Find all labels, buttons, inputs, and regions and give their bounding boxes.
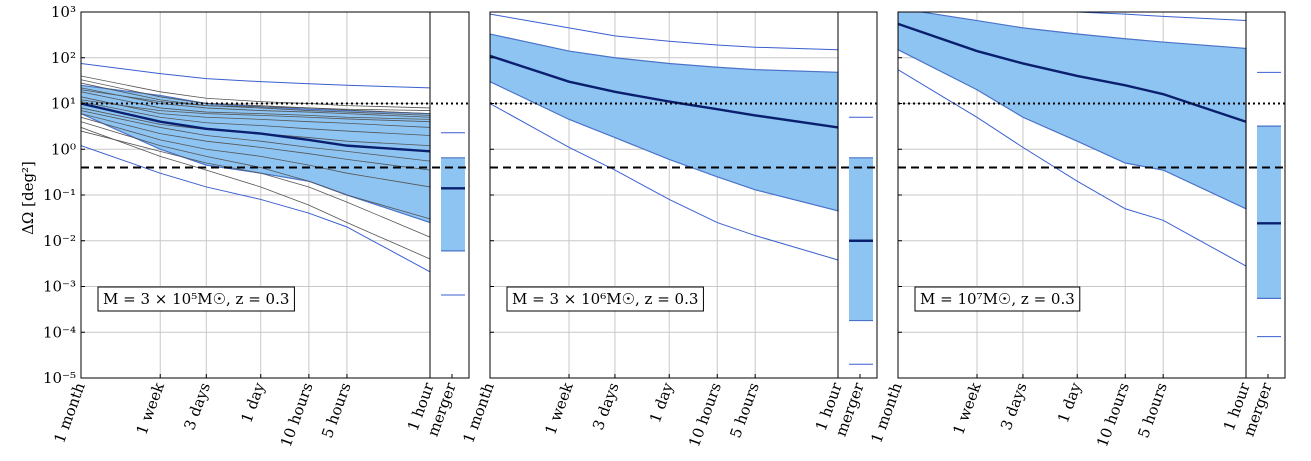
annotation-box <box>97 286 295 312</box>
x-tick-label: 1 week <box>541 379 577 437</box>
median-line <box>490 54 839 129</box>
x-tick-label: 1 day <box>237 380 268 425</box>
chart-panel-2: 1 month 1 week 3 days 1 day 10 hours 5 hours 1… <box>459 11 878 449</box>
median-line <box>898 22 1247 123</box>
individual-source-line <box>81 75 431 109</box>
x-tick-label: 1 week <box>133 379 169 437</box>
individual-source-line <box>81 82 431 116</box>
individual-source-line <box>81 116 431 188</box>
individual-source-line <box>81 121 431 220</box>
x-tick-label: 1 month <box>459 380 498 446</box>
individual-source-line <box>81 130 431 238</box>
x-tick-label: 3 days <box>997 380 1031 432</box>
individual-source-line <box>81 91 431 120</box>
y-axis-label: ΔΩ [deg²] <box>19 161 37 235</box>
merger-band <box>1257 126 1281 299</box>
individual-source-line <box>81 89 431 111</box>
individual-source-line <box>81 99 431 123</box>
individual-source-line <box>81 127 431 260</box>
y-tick-label: 10¹ <box>51 95 76 113</box>
annotation-box <box>506 286 704 312</box>
max-line <box>1071 12 1247 22</box>
x-tick-label: 3 days <box>180 380 214 432</box>
plot-area <box>81 62 465 296</box>
max-line <box>81 62 431 89</box>
x-tick-label: 1 month <box>867 380 906 446</box>
chart-panel-3: 1 month 1 week 3 days 1 day 10 hours 5 hours 1… <box>867 11 1286 449</box>
y-tick-label: 10² <box>51 49 76 67</box>
plot-area <box>490 13 873 365</box>
panel-annotation: M = 3 × 10⁶M☉, z = 0.3 <box>512 290 698 308</box>
y-tick-label: 10³ <box>51 3 76 21</box>
individual-source-line <box>81 96 431 128</box>
max-line <box>490 13 839 51</box>
individual-source-line <box>81 79 431 115</box>
x-tick-label: 10 hours <box>1093 380 1133 449</box>
x-tick-label: 5 hours <box>1134 380 1171 440</box>
x-tick-label: 1 day <box>1054 380 1085 425</box>
y-tick-label: 10⁰ <box>51 140 76 158</box>
y-tick-label: 10⁻³ <box>43 278 76 296</box>
panel-annotation: M = 10⁷M☉, z = 0.3 <box>920 290 1075 308</box>
confidence-band <box>490 33 839 212</box>
median-line <box>81 102 431 153</box>
individual-source-line <box>81 110 431 162</box>
x-tick-label: 1 day <box>646 380 677 425</box>
confidence-band <box>898 12 1247 210</box>
y-tick-label: 10⁻⁵ <box>43 369 76 387</box>
plot-area <box>898 12 1281 338</box>
panel-annotation: M = 3 × 10⁵M☉, z = 0.3 <box>103 290 289 308</box>
y-tick-label: 10⁻¹ <box>43 186 76 204</box>
individual-source-line <box>81 101 431 136</box>
individual-source-line <box>81 113 431 171</box>
min-line <box>81 145 431 273</box>
x-tick-label: 5 hours <box>726 380 763 440</box>
x-tick-label: 10 hours <box>685 380 725 449</box>
x-tick-label: 1 week <box>949 379 985 437</box>
min-line <box>898 69 1247 267</box>
merger-band <box>849 157 873 321</box>
x-tick-label: 5 hours <box>318 380 355 440</box>
x-tick-label: 3 days <box>589 380 623 432</box>
annotation-box <box>914 286 1081 312</box>
x-tick-label: 10 hours <box>277 380 317 449</box>
confidence-band <box>81 84 431 224</box>
chart-panel-1: 10⁻⁵ 10⁻⁴ 10⁻³ 10⁻² 10⁻¹ 10⁰ 10¹ 10² 10³ 1 month 1… <box>43 3 470 449</box>
x-tick-label: 1 month <box>50 380 89 446</box>
y-tick-label: 10⁻² <box>43 232 76 250</box>
individual-source-line <box>81 87 431 118</box>
min-line <box>490 103 839 261</box>
merger-band <box>441 157 465 251</box>
y-tick-label: 10⁻⁴ <box>43 323 76 341</box>
